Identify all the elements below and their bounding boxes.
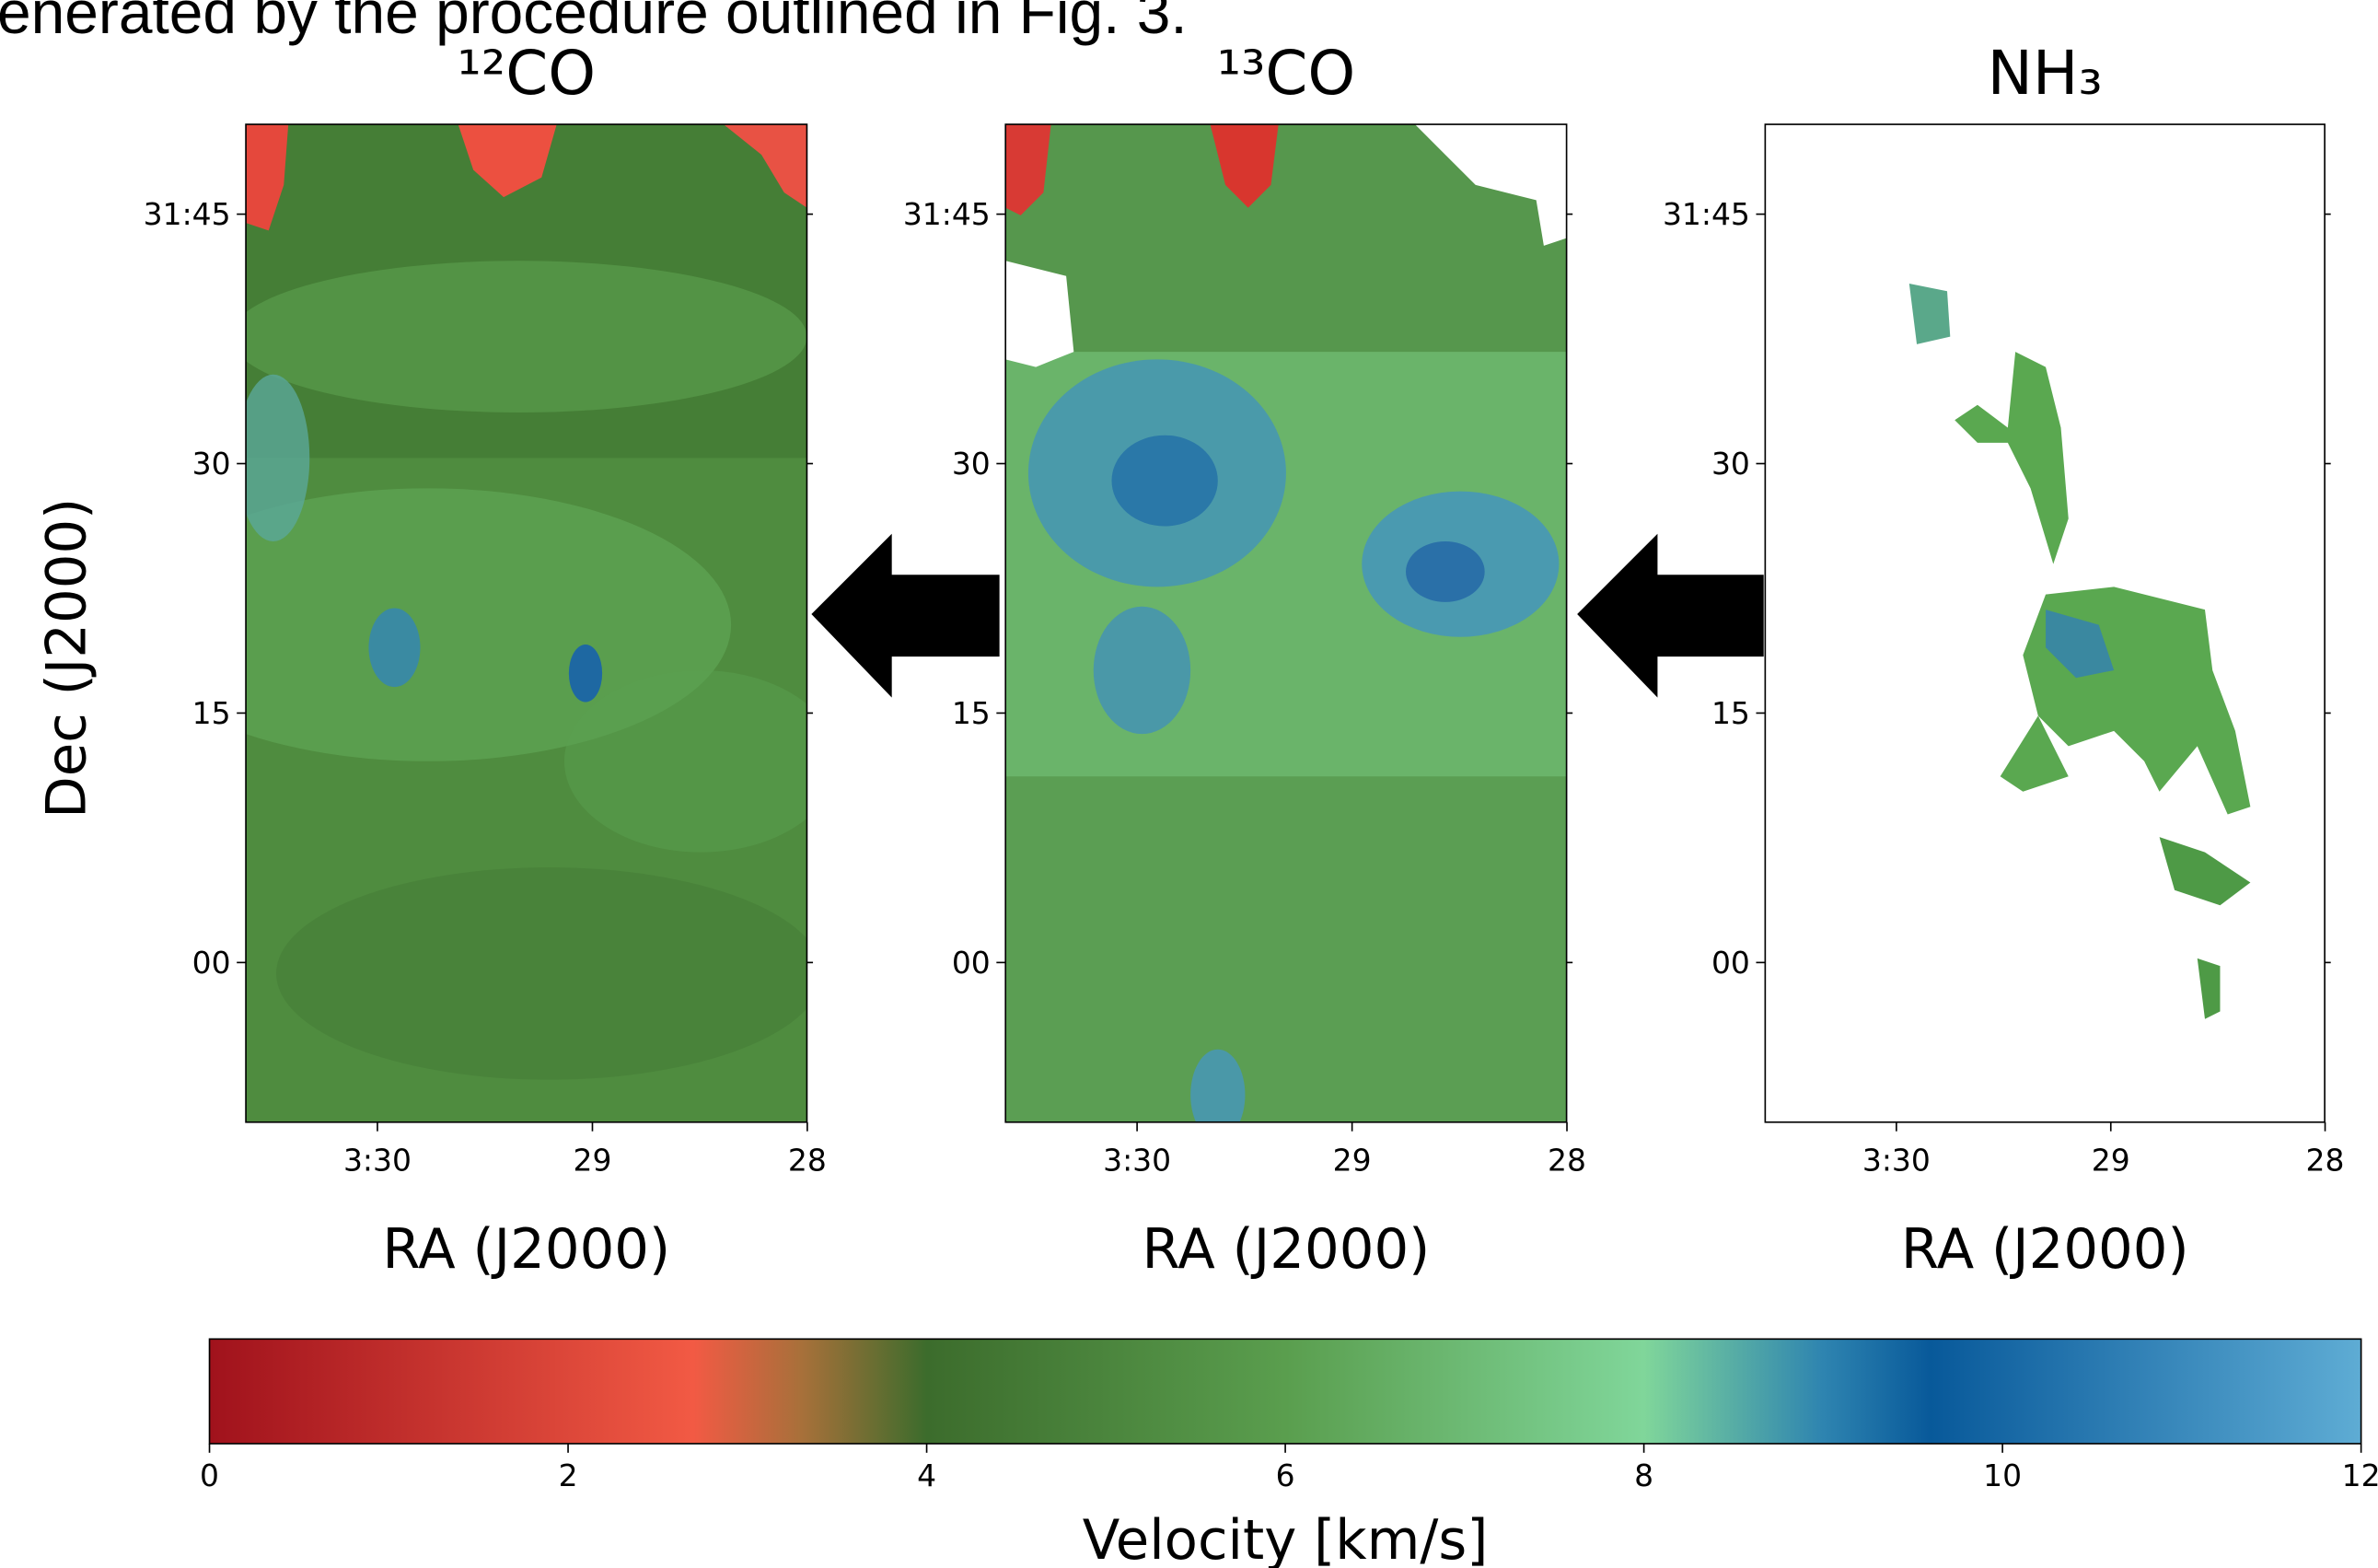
colorbar-tick-label: 4 (917, 1458, 936, 1493)
y-tick-label: 31:45 (903, 196, 991, 232)
axes-frame (245, 123, 808, 1123)
colorbar (208, 1338, 2362, 1445)
arrow (1577, 533, 1764, 698)
panel-title: ¹³CO (1217, 38, 1356, 109)
colorbar-tick-label: 12 (2342, 1458, 2378, 1493)
x-tick-label: 28 (788, 1142, 827, 1178)
y-tick-label: 30 (1711, 446, 1750, 482)
map-nh3 (1765, 124, 2326, 1122)
axes-frame (1004, 123, 1568, 1123)
panel-title: ¹²CO (457, 38, 596, 109)
map-13co (1005, 124, 1567, 1122)
y-tick-label: 15 (192, 695, 231, 731)
x-axis-label: RA (J2000) (382, 1217, 670, 1281)
arrow (811, 533, 1000, 698)
y-tick-label: 00 (192, 945, 231, 981)
x-tick-label: 3:30 (343, 1142, 412, 1178)
x-tick-label: 29 (1333, 1142, 1372, 1178)
y-tick-label: 00 (952, 945, 991, 981)
y-tick-label: 15 (952, 695, 991, 731)
colorbar-tick-label: 0 (200, 1458, 219, 1493)
colorbar-tick-label: 8 (1634, 1458, 1653, 1493)
panel-title: NH₃ (1988, 38, 2103, 109)
x-axis-label: RA (J2000) (1901, 1217, 2189, 1281)
axes-frame (1764, 123, 2326, 1123)
colorbar-tick-label: 6 (1276, 1458, 1295, 1493)
y-tick-label: 15 (1711, 695, 1750, 731)
x-tick-label: 28 (2306, 1142, 2345, 1178)
y-tick-label: 31:45 (144, 196, 231, 232)
y-tick-label: 30 (952, 446, 991, 482)
y-axis-label: Dec (J2000) (34, 498, 98, 819)
y-tick-label: 31:45 (1663, 196, 1750, 232)
x-tick-label: 3:30 (1103, 1142, 1171, 1178)
colorbar-tick-label: 2 (559, 1458, 578, 1493)
x-tick-label: 3:30 (1862, 1142, 1931, 1178)
x-tick-label: 28 (1548, 1142, 1586, 1178)
colorbar-tick-label: 10 (1983, 1458, 2022, 1493)
map-12co (246, 124, 807, 1122)
colorbar-label: Velocity [km/s] (1083, 1508, 1489, 1568)
y-tick-label: 00 (1711, 945, 1750, 981)
x-tick-label: 29 (2092, 1142, 2130, 1178)
x-axis-label: RA (J2000) (1143, 1217, 1431, 1281)
header-text: enerated by the procedure outlined in Fi… (0, 0, 1188, 46)
x-tick-label: 29 (574, 1142, 612, 1178)
y-tick-label: 30 (192, 446, 231, 482)
